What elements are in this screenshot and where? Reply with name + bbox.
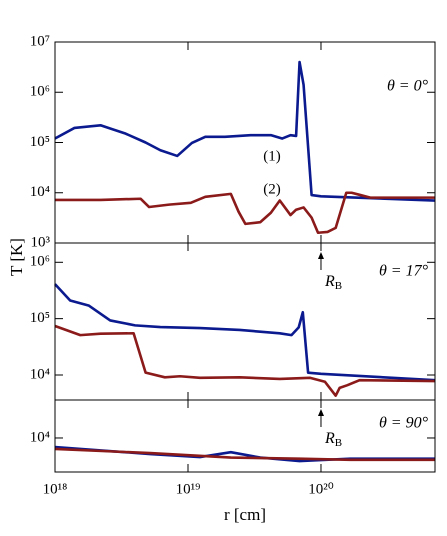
marker-label-sub: B xyxy=(335,280,342,292)
x-tick-label: 10¹⁹ xyxy=(176,481,201,497)
panel-frame xyxy=(54,41,436,244)
marker-label: RB xyxy=(324,273,342,292)
curve-label: (1) xyxy=(263,148,281,164)
marker-arrowhead xyxy=(317,409,324,416)
marker-label: RB xyxy=(324,430,342,449)
y-tick-label: 10⁶ xyxy=(30,254,50,270)
curve-label: (2) xyxy=(263,181,281,197)
x-axis-label: r [cm] xyxy=(224,505,266,524)
marker-label-main: R xyxy=(324,430,335,447)
y-axis-label: T [K] xyxy=(7,238,26,276)
y-tick-label: 10⁶ xyxy=(30,84,50,100)
y-tick-label: 10⁵ xyxy=(30,310,50,326)
panel-annotation: θ = 90° xyxy=(379,415,429,432)
y-tick-label: 10⁴ xyxy=(30,429,50,445)
marker-label-main: R xyxy=(324,273,335,290)
series-line xyxy=(55,191,435,235)
y-tick-label: 10⁴ xyxy=(30,366,50,382)
y-tick-label: 10⁷ xyxy=(30,33,50,49)
marker-arrowhead xyxy=(317,252,324,259)
series-line xyxy=(54,283,436,382)
panel-annotation: θ = 0° xyxy=(387,78,429,95)
marker-label-sub: B xyxy=(335,437,342,449)
y-tick-label: 10³ xyxy=(31,234,51,250)
x-tick-label: 10²⁰ xyxy=(308,481,334,497)
x-tick-label: 10¹⁸ xyxy=(43,481,68,497)
y-tick-label: 10⁵ xyxy=(30,134,50,150)
series-line xyxy=(54,447,435,462)
series-line xyxy=(54,324,436,397)
series-line xyxy=(54,60,436,202)
panel-frame xyxy=(54,399,436,473)
y-tick-label: 10⁴ xyxy=(30,184,50,200)
panel-annotation: θ = 17° xyxy=(379,263,429,280)
